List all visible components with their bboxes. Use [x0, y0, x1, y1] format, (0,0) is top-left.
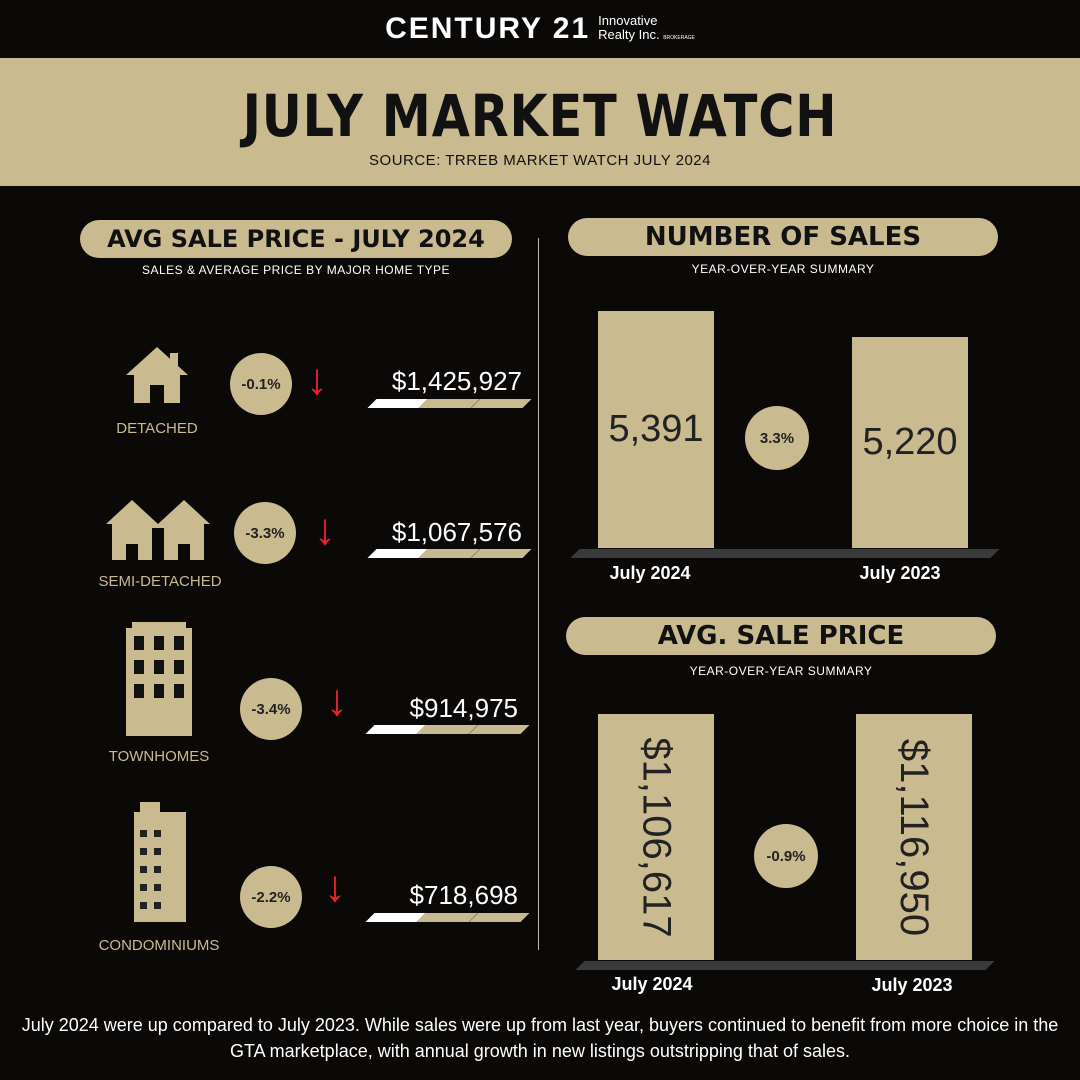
type-label: SEMI-DETACHED — [98, 573, 222, 590]
year-label: July 2023 — [871, 975, 953, 995]
house-icon — [124, 345, 190, 405]
condo-icon — [132, 800, 188, 924]
price-value: $914,975 — [409, 693, 518, 723]
price-value: $718,698 — [409, 880, 518, 910]
type-label: DETACHED — [116, 420, 198, 437]
townhome-icon — [124, 620, 194, 738]
logo-brand: CENTURY 21 — [385, 12, 591, 45]
sales-bar-2024: 5,391 — [598, 311, 714, 548]
source-text: SOURCE: TRREB MARKET WATCH JULY 2024 — [369, 152, 711, 169]
sales-change-badge: 3.3% — [745, 406, 809, 470]
logo-line2: Realty Inc. BROKERAGE — [598, 26, 695, 42]
type-label: CONDOMINIUMS — [98, 937, 220, 954]
left-subtitle: SALES & AVERAGE PRICE BY MAJOR HOME TYPE — [141, 263, 451, 277]
price-bar — [365, 913, 530, 922]
sales-subtitle: YEAR-OVER-YEAR SUMMARY — [691, 262, 875, 276]
avg-bar-2024: $1,106,617 — [598, 714, 714, 960]
avg-sale-price-header: AVG SALE PRICE - JULY 2024 — [80, 220, 512, 258]
year-label: July 2024 — [609, 563, 691, 583]
down-arrow-icon: ↓ — [324, 862, 346, 911]
price-bar — [365, 725, 530, 734]
header-band: JULY MARKET WATCH SOURCE: TRREB MARKET W… — [0, 58, 1080, 186]
sales-bar-2023: 5,220 — [852, 337, 968, 548]
down-arrow-icon: ↓ — [306, 355, 328, 404]
divider — [538, 238, 539, 950]
down-arrow-icon: ↓ — [314, 505, 336, 554]
number-of-sales-header: NUMBER OF SALES — [568, 218, 998, 256]
avg-baseline — [575, 961, 995, 970]
page-title: JULY MARKET WATCH — [242, 82, 838, 150]
sales-baseline — [570, 549, 1000, 558]
price-bar — [367, 399, 532, 408]
price-bar — [367, 549, 532, 558]
avg-price-header: AVG. SALE PRICE — [566, 617, 996, 655]
change-badge: -3.3% — [234, 502, 296, 564]
price-value: $1,425,927 — [391, 366, 522, 396]
year-label: July 2023 — [859, 563, 941, 583]
footer-text: July 2024 were up compared to July 2023.… — [21, 1015, 1059, 1061]
price-value: $1,067,576 — [391, 517, 522, 547]
change-badge: -0.1% — [230, 353, 292, 415]
type-label: TOWNHOMES — [108, 748, 210, 765]
logo: CENTURY 21 Innovative Realty Inc. BROKERA… — [0, 12, 1080, 46]
logo-line1: Innovative — [598, 12, 658, 28]
avg-bar-2023: $1,116,950 — [856, 714, 972, 960]
year-label: July 2024 — [611, 974, 693, 994]
change-badge: -2.2% — [240, 866, 302, 928]
avg-subtitle: YEAR-OVER-YEAR SUMMARY — [689, 664, 873, 678]
avg-change-badge: -0.9% — [754, 824, 818, 888]
change-badge: -3.4% — [240, 678, 302, 740]
semi-detached-icon — [104, 498, 212, 562]
down-arrow-icon: ↓ — [326, 676, 348, 725]
